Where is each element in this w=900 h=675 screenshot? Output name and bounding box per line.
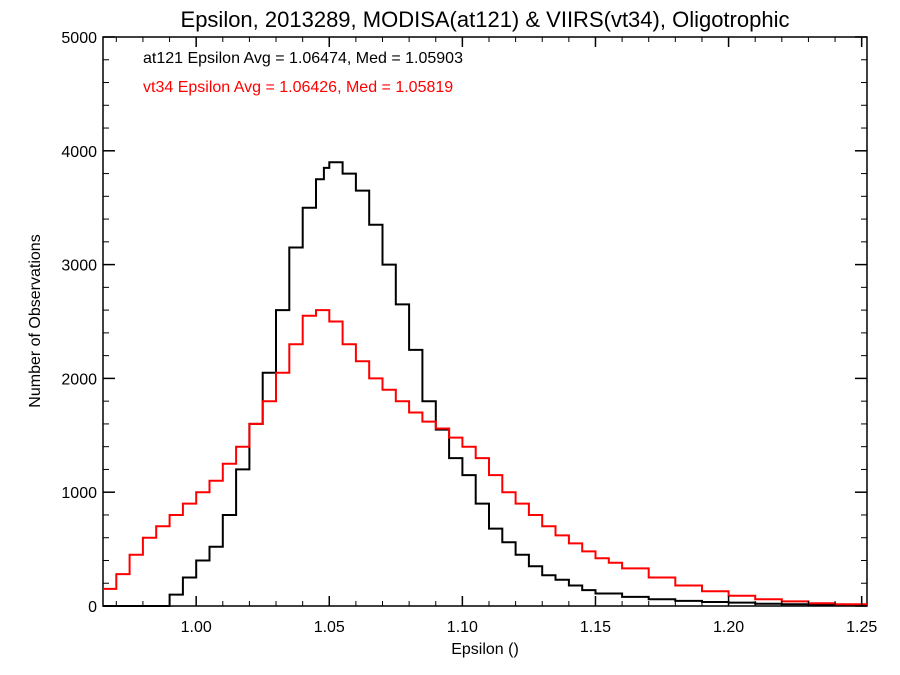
x-tick-label: 1.00 bbox=[181, 619, 212, 636]
y-tick-label: 1000 bbox=[61, 485, 97, 502]
x-tick-label: 1.10 bbox=[447, 619, 478, 636]
x-tick-label: 1.25 bbox=[846, 619, 877, 636]
y-tick-label: 5000 bbox=[61, 30, 97, 47]
series-at121-line bbox=[103, 161, 868, 607]
chart-title: Epsilon, 2013289, MODISA(at121) & VIIRS(… bbox=[181, 7, 790, 32]
x-axis-ticks: 1.00 1.05 1.10 1.15 1.20 1.25 bbox=[115, 37, 877, 636]
y-axis-label: Number of Observations bbox=[27, 234, 44, 407]
series-layer bbox=[103, 161, 868, 607]
y-tick-label: 2000 bbox=[61, 371, 97, 388]
y-tick-label: 0 bbox=[88, 599, 97, 616]
plot-area: 1.00 1.05 1.10 1.15 1.20 1.25 0 1000 2000 3000 40… bbox=[61, 30, 877, 636]
series-vt34-line bbox=[103, 309, 868, 606]
x-tick-label: 1.05 bbox=[314, 619, 345, 636]
y-tick-label: 4000 bbox=[61, 144, 97, 161]
x-axis-label: Epsilon () bbox=[451, 641, 519, 658]
annotation-at121: at121 Epsilon Avg = 1.06474, Med = 1.059… bbox=[143, 50, 463, 67]
y-tick-label: 3000 bbox=[61, 258, 97, 275]
plot-frame bbox=[102, 36, 868, 607]
annotation-vt34: vt34 Epsilon Avg = 1.06426, Med = 1.0581… bbox=[143, 79, 453, 96]
x-tick-label: 1.20 bbox=[713, 619, 744, 636]
y-axis-ticks: 0 1000 2000 3000 4000 5000 bbox=[61, 30, 867, 616]
x-tick-label: 1.15 bbox=[580, 619, 611, 636]
